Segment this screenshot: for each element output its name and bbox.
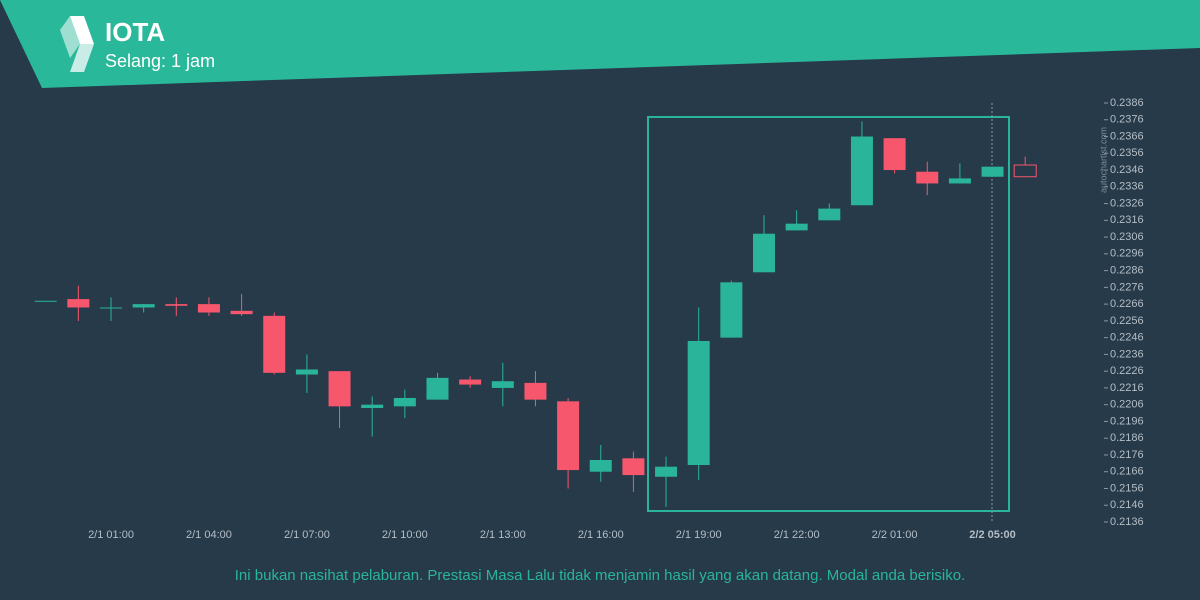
candle-body (361, 404, 384, 409)
y-tick-label: 0.2156 (1110, 482, 1144, 494)
watermark: autochartist.com (1098, 127, 1108, 193)
candle-body (132, 304, 155, 308)
y-tick-label: 0.2296 (1110, 248, 1144, 260)
y-tick-label: 0.2356 (1110, 147, 1144, 159)
candle-body (687, 340, 710, 466)
candle-body (67, 299, 90, 308)
y-tick-label: 0.2246 (1110, 332, 1144, 344)
candle-body (785, 223, 808, 231)
y-tick-label: 0.2286 (1110, 265, 1144, 277)
candle-body (100, 307, 122, 309)
x-tick-label: 2/1 22:00 (774, 529, 820, 541)
pattern-box (647, 116, 1010, 512)
y-tick-label: 0.2176 (1110, 449, 1144, 461)
y-tick-label: 0.2316 (1110, 214, 1144, 226)
x-tick-label: 2/1 16:00 (578, 529, 624, 541)
candle-body (295, 369, 318, 375)
y-tick-label: 0.2186 (1110, 432, 1144, 444)
y-tick-label: 0.2196 (1110, 415, 1144, 427)
x-tick-label: 2/2 01:00 (872, 529, 918, 541)
candle-body (557, 401, 580, 471)
x-tick-label: 2/1 10:00 (382, 529, 428, 541)
x-tick-label: 2/1 19:00 (676, 529, 722, 541)
candle-body (850, 136, 873, 206)
y-tick-label: 0.2166 (1110, 466, 1144, 478)
x-tick-label: 2/1 07:00 (284, 529, 330, 541)
chart-subtitle: Selang: 1 jam (105, 51, 215, 71)
y-tick-label: 0.2306 (1110, 231, 1144, 243)
candle-body (883, 138, 906, 171)
y-tick-label: 0.2386 (1110, 97, 1144, 109)
y-tick-label: 0.2146 (1110, 499, 1144, 511)
candle-body (655, 466, 678, 477)
x-tick-label: 2/1 13:00 (480, 529, 526, 541)
disclaimer: Ini bukan nasihat pelaburan. Prestasi Ma… (235, 567, 965, 584)
y-tick-label: 0.2326 (1110, 197, 1144, 209)
y-tick-label: 0.2276 (1110, 281, 1144, 293)
y-tick-label: 0.2226 (1110, 365, 1144, 377)
candle-body (818, 208, 841, 221)
header-band (0, 0, 1200, 88)
candle-body (230, 310, 253, 315)
x-tick-label: 2/1 04:00 (186, 529, 232, 541)
candle-body (197, 304, 220, 313)
candle-body (34, 300, 57, 302)
candle-body (459, 379, 482, 385)
y-tick-label: 0.2266 (1110, 298, 1144, 310)
y-tick-label: 0.2336 (1110, 181, 1144, 193)
y-tick-label: 0.2376 (1110, 114, 1144, 126)
candle-body (720, 282, 743, 338)
y-tick-label: 0.2366 (1110, 130, 1144, 142)
x-tick-label: 2/2 05:00 (969, 529, 1015, 541)
chart-title: IOTA (105, 17, 165, 47)
candle-body (916, 171, 939, 184)
candle-body (1013, 164, 1037, 178)
candle-body (491, 381, 514, 388)
candle-body (328, 371, 351, 407)
candle-body (524, 382, 547, 400)
candle-body (622, 458, 645, 476)
y-tick-label: 0.2346 (1110, 164, 1144, 176)
candle-body (753, 233, 775, 273)
candle-body (981, 166, 1004, 177)
logo (60, 16, 94, 72)
candle-body (948, 178, 971, 184)
candle-body (165, 304, 188, 306)
candle-body (393, 397, 416, 407)
y-tick-label: 0.2206 (1110, 399, 1144, 411)
candle-body (426, 377, 449, 400)
y-tick-label: 0.2216 (1110, 382, 1144, 394)
candle-body (263, 315, 286, 373)
candle-body (589, 459, 612, 472)
y-tick-label: 0.2236 (1110, 348, 1144, 360)
y-tick-label: 0.2136 (1110, 516, 1144, 528)
x-tick-label: 2/1 01:00 (88, 529, 134, 541)
y-tick-label: 0.2256 (1110, 315, 1144, 327)
